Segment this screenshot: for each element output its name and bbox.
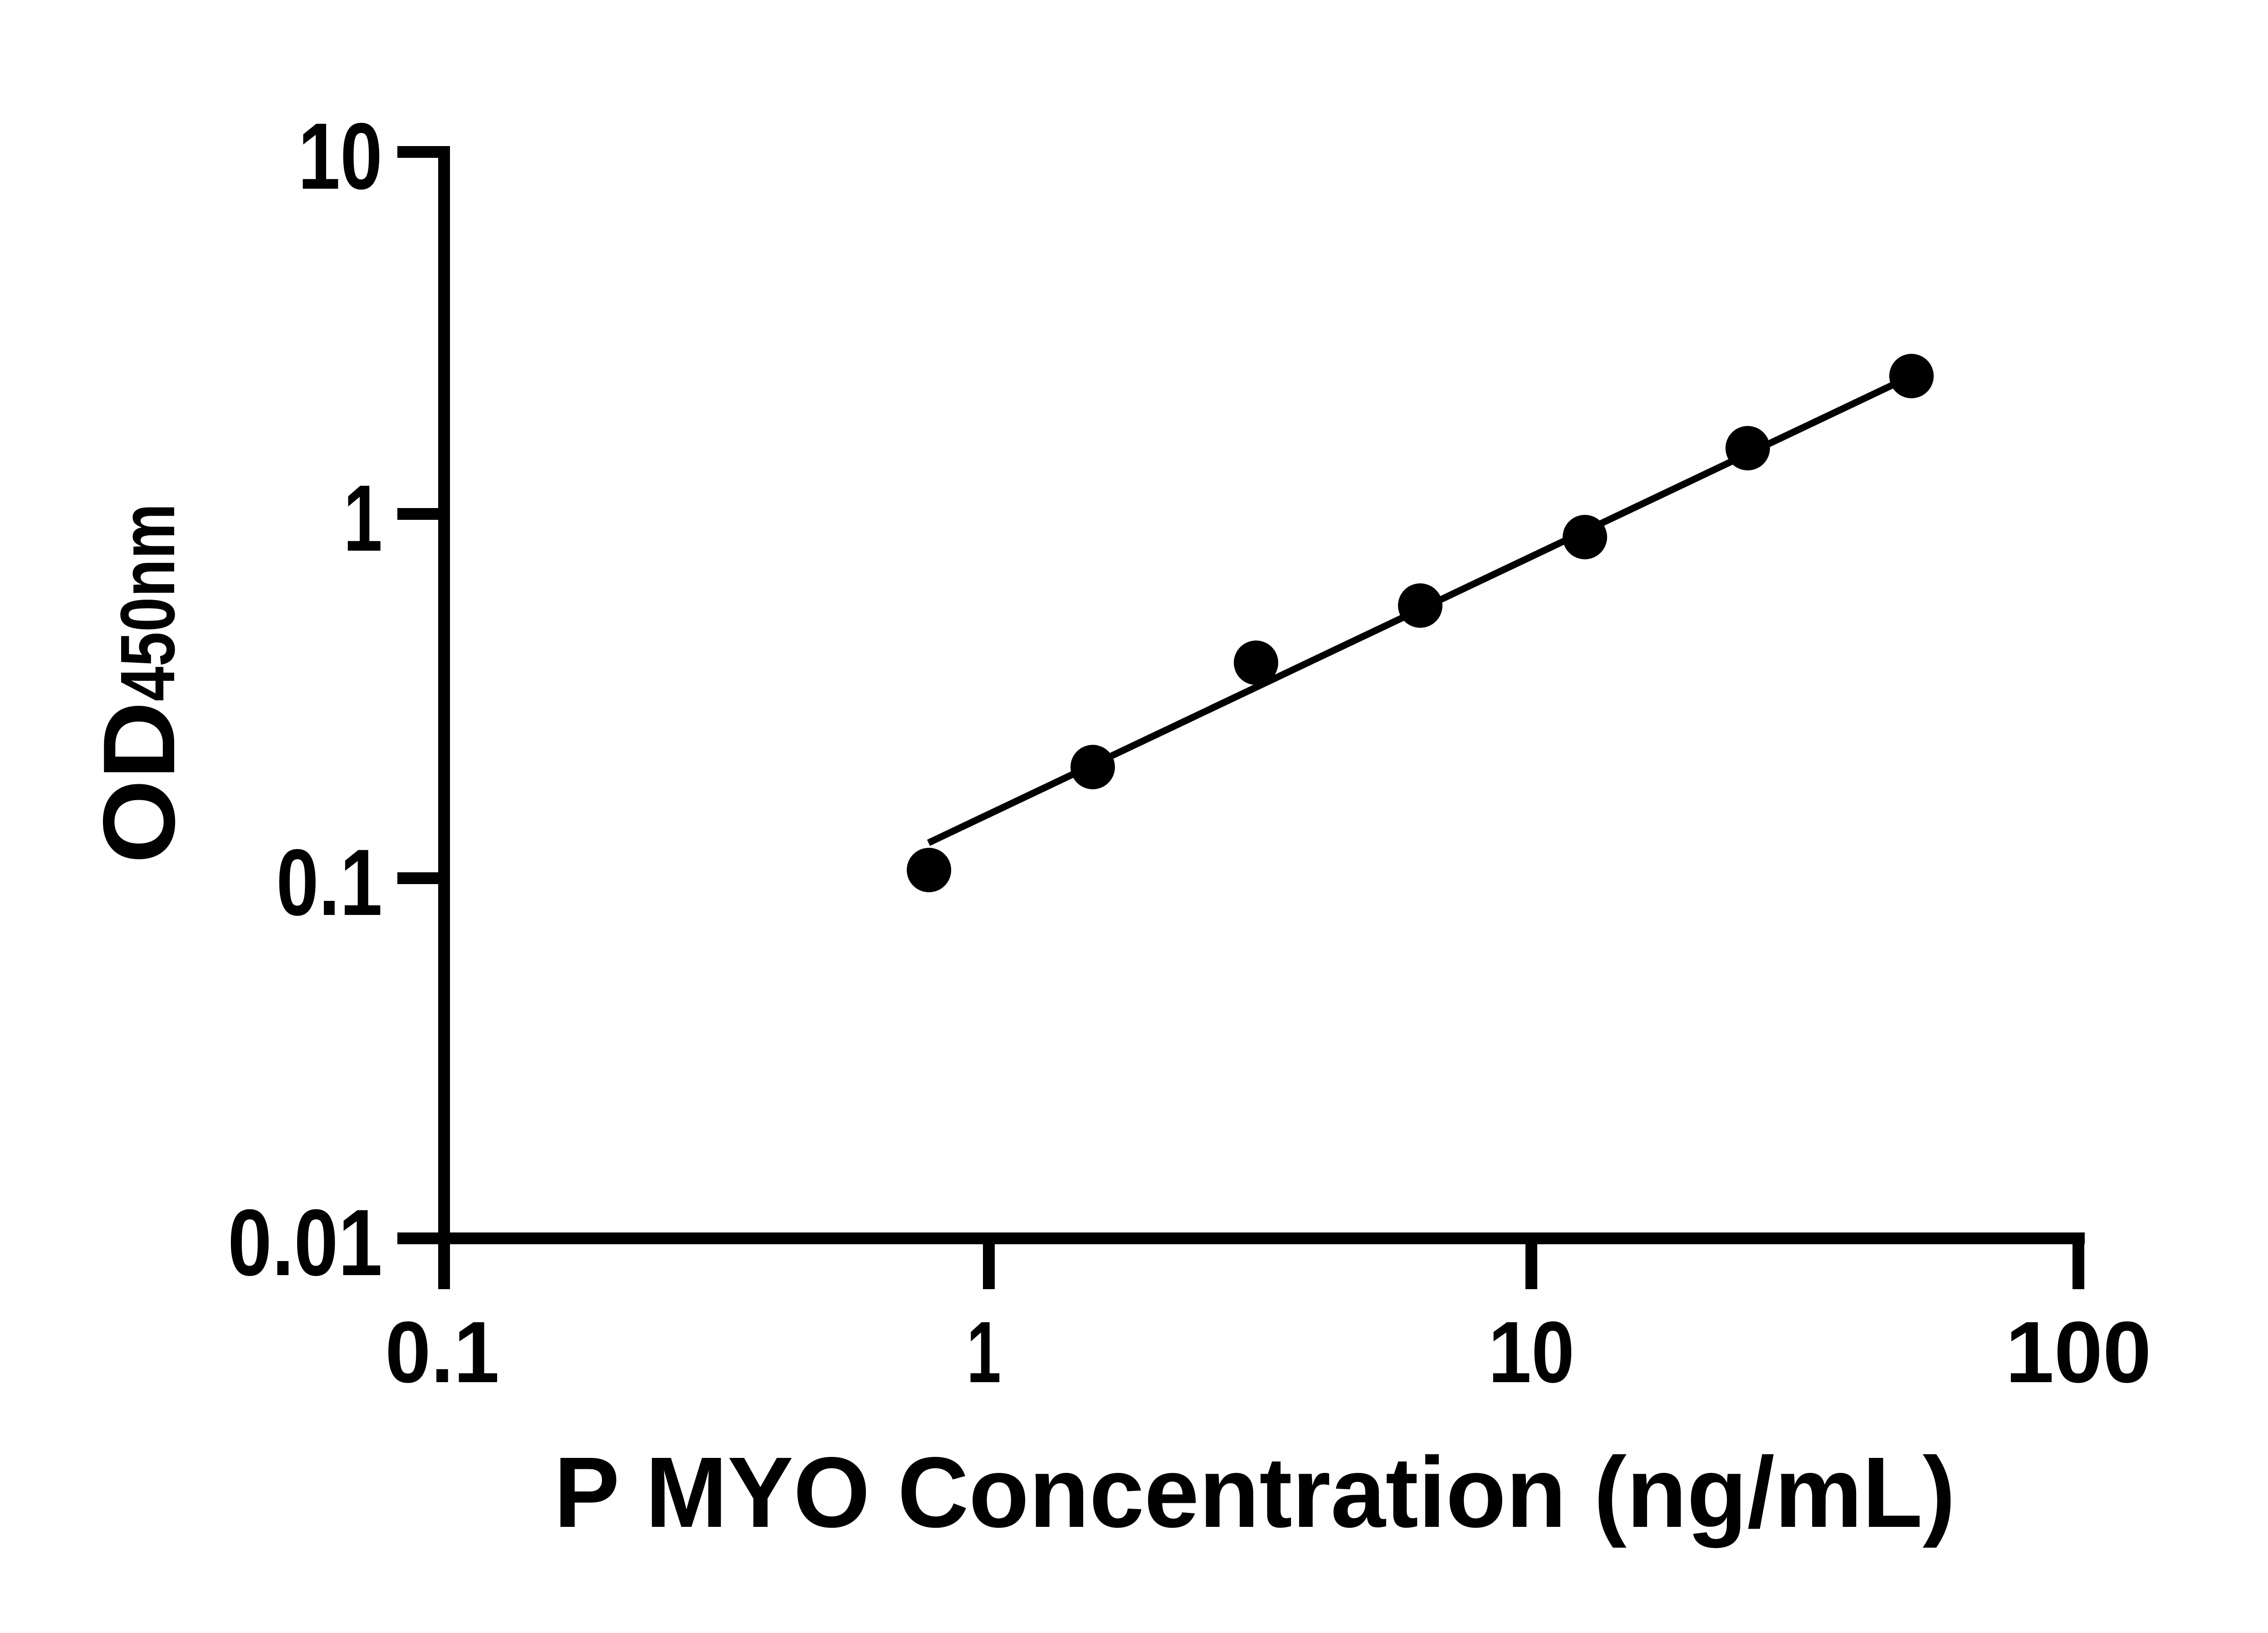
- svg-text:0.1: 0.1: [276, 830, 382, 935]
- svg-text:0.01: 0.01: [228, 1190, 382, 1296]
- svg-text:P MYO Concentration (ng/mL): P MYO Concentration (ng/mL): [554, 1436, 1955, 1548]
- svg-text:1: 1: [343, 466, 382, 571]
- svg-text:100: 100: [2005, 1303, 2151, 1401]
- svg-text:OD: OD: [82, 701, 196, 864]
- svg-text:450nm: 450nm: [105, 504, 191, 701]
- svg-text:1: 1: [967, 1303, 1001, 1401]
- svg-text:10: 10: [1488, 1303, 1574, 1401]
- svg-text:0.1: 0.1: [385, 1303, 499, 1401]
- svg-text:10: 10: [298, 104, 382, 209]
